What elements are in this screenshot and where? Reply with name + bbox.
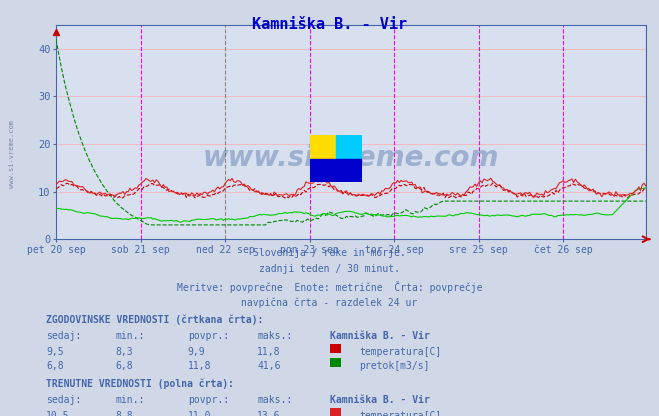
Text: temperatura[C]: temperatura[C] <box>359 411 442 416</box>
Text: www.si-vreme.com: www.si-vreme.com <box>203 144 499 172</box>
Text: 10,5: 10,5 <box>46 411 70 416</box>
Text: Kamniška B. - Vir: Kamniška B. - Vir <box>252 17 407 32</box>
Text: maks.:: maks.: <box>257 331 292 341</box>
Text: pretok[m3/s]: pretok[m3/s] <box>359 361 430 371</box>
Text: 11,8: 11,8 <box>257 347 281 357</box>
Text: Slovenija / reke in morje.: Slovenija / reke in morje. <box>253 248 406 258</box>
Text: 6,8: 6,8 <box>115 361 133 371</box>
Text: min.:: min.: <box>115 331 145 341</box>
Text: 11,0: 11,0 <box>188 411 212 416</box>
Text: maks.:: maks.: <box>257 395 292 405</box>
Text: Kamniška B. - Vir: Kamniška B. - Vir <box>330 395 430 405</box>
Text: 8,8: 8,8 <box>115 411 133 416</box>
Text: navpična črta - razdelek 24 ur: navpična črta - razdelek 24 ur <box>241 297 418 308</box>
Text: 11,8: 11,8 <box>188 361 212 371</box>
Text: 9,5: 9,5 <box>46 347 64 357</box>
Text: povpr.:: povpr.: <box>188 395 229 405</box>
Text: 41,6: 41,6 <box>257 361 281 371</box>
Text: Meritve: povprečne  Enote: metrične  Črta: povprečje: Meritve: povprečne Enote: metrične Črta:… <box>177 281 482 293</box>
Text: 6,8: 6,8 <box>46 361 64 371</box>
Text: 8,3: 8,3 <box>115 347 133 357</box>
Text: www.si-vreme.com: www.si-vreme.com <box>9 120 14 188</box>
Text: TRENUTNE VREDNOSTI (polna črta):: TRENUTNE VREDNOSTI (polna črta): <box>46 379 234 389</box>
Text: ZGODOVINSKE VREDNOSTI (črtkana črta):: ZGODOVINSKE VREDNOSTI (črtkana črta): <box>46 314 264 324</box>
Text: Kamniška B. - Vir: Kamniška B. - Vir <box>330 331 430 341</box>
Text: zadnji teden / 30 minut.: zadnji teden / 30 minut. <box>259 264 400 274</box>
Text: 13,6: 13,6 <box>257 411 281 416</box>
Text: 9,9: 9,9 <box>188 347 206 357</box>
Text: sedaj:: sedaj: <box>46 395 81 405</box>
Text: min.:: min.: <box>115 395 145 405</box>
Text: sedaj:: sedaj: <box>46 331 81 341</box>
Text: temperatura[C]: temperatura[C] <box>359 347 442 357</box>
Text: povpr.:: povpr.: <box>188 331 229 341</box>
